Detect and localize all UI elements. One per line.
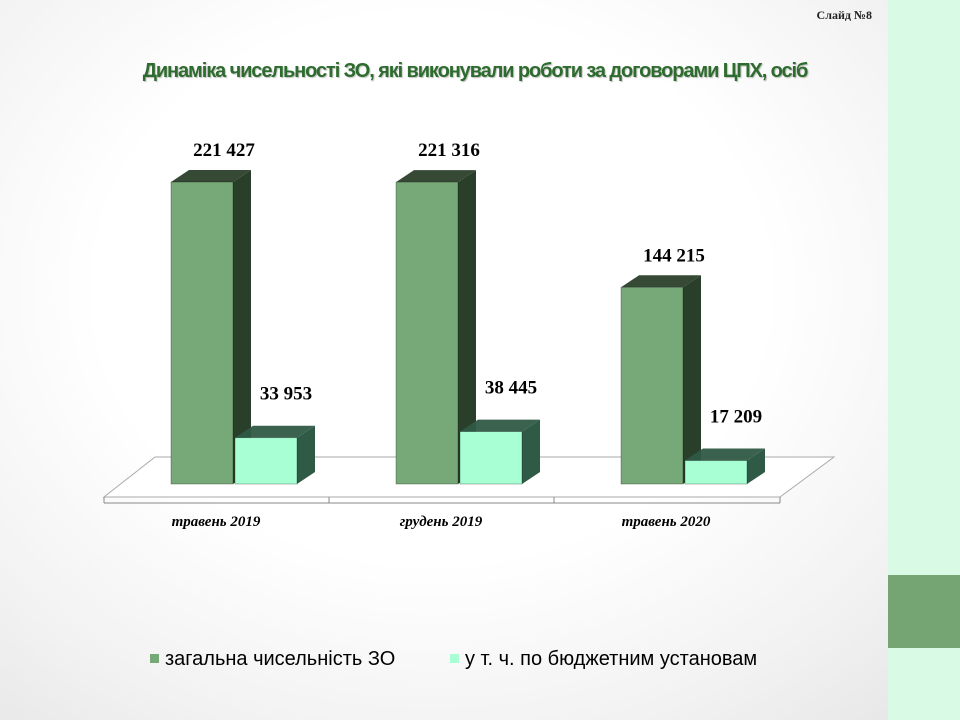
bar-series-2-3-front — [684, 460, 748, 485]
bar-series-1-3-side — [683, 275, 701, 484]
legend-item-series-2: у т. ч. по бюджетним установам — [450, 648, 757, 671]
legend-item-series-1: загальна чисельність ЗО — [150, 648, 395, 671]
bar-series-2-1-front — [234, 437, 298, 485]
slide-number: Слайд №8 — [816, 8, 872, 22]
chart-plot: 221 427 33 953 травень 2019 221 316 38 445 гр… — [102, 140, 836, 530]
chart-title: Динаміка чисельності ЗО, які виконували … — [142, 60, 809, 82]
legend-label-series-2: у т. ч. по бюджетним установам — [465, 648, 758, 670]
bar-series-1-2-side — [458, 170, 476, 484]
legend-label-series-1: загальна чисельність ЗО — [165, 648, 396, 670]
bar-series-2-3-top — [685, 448, 765, 461]
bar-series-1-2 — [395, 170, 476, 485]
bar-series-1-3 — [620, 275, 701, 485]
bar-series-2-1-top — [235, 425, 315, 438]
category-label-2: грудень 2019 — [400, 514, 483, 530]
bar-series-1-3-front — [620, 286, 684, 485]
bar-series-2-3-side — [747, 448, 765, 484]
data-label-series-2-2: 38 445 — [485, 378, 537, 399]
bar-series-1-3-top — [621, 275, 701, 288]
bar-series-2-3 — [684, 448, 765, 485]
bar-series-1-1-top — [171, 170, 251, 182]
bar-series-1-1 — [170, 170, 251, 485]
bar-series-2-2 — [459, 419, 540, 485]
data-label-series-2-3: 17 209 — [710, 407, 762, 428]
bar-series-2-2-front — [459, 431, 523, 485]
legend-swatch-series-2 — [450, 654, 459, 663]
bar-series-2-2-top — [460, 419, 540, 432]
data-label-series-2-1: 33 953 — [260, 384, 312, 405]
bar-series-1-2-front — [395, 181, 459, 485]
bar-series-2-1 — [234, 425, 315, 485]
bar-series-1-2-top — [396, 170, 476, 183]
category-label-3: травень 2020 — [622, 514, 711, 530]
data-label-series-1-2: 221 316 — [418, 140, 480, 161]
data-label-series-1-3: 144 215 — [643, 245, 705, 266]
bar-series-1-1-side — [233, 170, 251, 484]
category-label-1: травень 2019 — [172, 514, 261, 530]
data-label-series-1-1: 221 427 — [193, 140, 255, 161]
bar-series-1-1-front — [170, 181, 234, 485]
bar-series-2-1-side — [297, 425, 315, 484]
chart-legend: загальна чисельність ЗО у т. ч. по бюдже… — [150, 648, 850, 676]
decorative-side-block — [888, 575, 960, 648]
bar-series-2-2-side — [522, 419, 540, 484]
legend-swatch-series-1 — [150, 654, 159, 663]
